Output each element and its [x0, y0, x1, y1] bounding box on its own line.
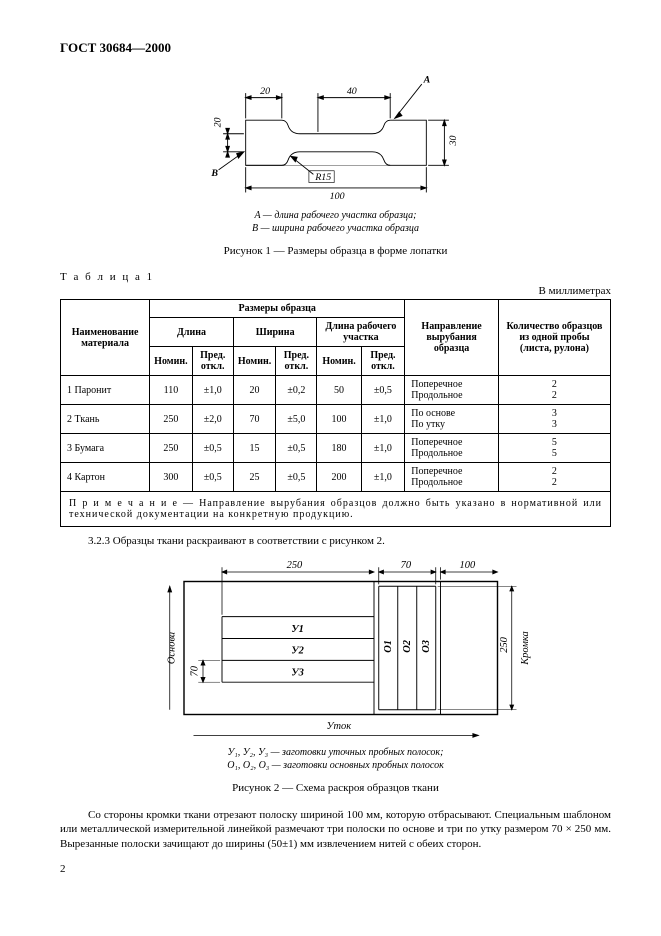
figure-1: 20 40 A 20 B 30 R15 100: [60, 66, 611, 211]
svg-text:О2: О2: [402, 640, 413, 653]
cutting-scheme: 250 70 100 250 70 У1 У2 У3 О1 О2 О3 Осно…: [126, 553, 546, 743]
svg-text:B: B: [210, 168, 218, 179]
page-number: 2: [60, 863, 611, 875]
th-worklen: Длина рабочего участка: [317, 318, 405, 347]
table-row: 3 Бумага250±0,515±0,5180±1,0ПоперечноеПр…: [61, 434, 611, 463]
svg-text:О3: О3: [421, 640, 432, 653]
th-tol: Пред. откл.: [361, 347, 405, 376]
svg-text:R15: R15: [314, 172, 331, 183]
th-nom: Номин.: [233, 347, 275, 376]
table-1: Наименование материала Размеры образца Н…: [60, 299, 611, 527]
svg-text:20: 20: [260, 86, 270, 97]
svg-text:70: 70: [400, 560, 411, 571]
svg-text:70: 70: [189, 665, 200, 676]
svg-text:250: 250: [286, 560, 302, 571]
table-row: 1 Паронит110±1,020±0,250±0,5ПоперечноеПр…: [61, 376, 611, 405]
table-1-units: В миллиметрах: [60, 285, 611, 297]
svg-text:Основа: Основа: [166, 632, 177, 664]
figure-2-legend: У₁, У₂, У₃ — заготовки уточных пробных п…: [60, 746, 611, 772]
th-length: Длина: [150, 318, 234, 347]
svg-text:100: 100: [329, 191, 344, 202]
svg-text:30: 30: [448, 136, 459, 147]
figure-1-legend: A — длина рабочего участка образца; B — …: [60, 209, 611, 235]
table-note: П р и м е ч а н и е — Направление выруба…: [61, 492, 611, 527]
figure-2-caption: Рисунок 2 — Схема раскроя образцов ткани: [60, 782, 611, 794]
th-qty: Количество образцов из одной пробы (лист…: [498, 300, 610, 376]
th-width: Ширина: [233, 318, 317, 347]
table-row: 4 Картон300±0,525±0,5200±1,0ПоперечноеПр…: [61, 463, 611, 492]
svg-text:20: 20: [212, 117, 223, 127]
figure-1-caption: Рисунок 1 — Размеры образца в форме лопа…: [60, 245, 611, 257]
table-row: 2 Ткань250±2,070±5,0100±1,0По основеПо у…: [61, 405, 611, 434]
svg-text:A: A: [422, 74, 430, 85]
svg-text:Уток: Уток: [326, 721, 351, 732]
svg-text:У2: У2: [291, 646, 303, 657]
svg-text:У1: У1: [291, 624, 303, 635]
th-direction: Направление вырубания образца: [405, 300, 499, 376]
svg-text:40: 40: [346, 86, 356, 97]
th-tol: Пред. откл.: [276, 347, 317, 376]
svg-text:Кромка: Кромка: [519, 631, 530, 665]
svg-text:250: 250: [499, 636, 510, 652]
paragraph-body: Со стороны кромки ткани отрезают полоску…: [60, 808, 611, 851]
svg-text:О1: О1: [383, 640, 394, 653]
svg-text:100: 100: [459, 560, 475, 571]
svg-text:У3: У3: [291, 668, 303, 679]
figure-2: 250 70 100 250 70 У1 У2 У3 О1 О2 О3 Осно…: [60, 553, 611, 748]
th-name: Наименование материала: [61, 300, 150, 376]
document-page: ГОСТ 30684—2000: [0, 0, 661, 905]
th-nom: Номин.: [150, 347, 192, 376]
table-1-label: Т а б л и ц а 1: [60, 271, 611, 283]
th-nom: Номин.: [317, 347, 361, 376]
document-id: ГОСТ 30684—2000: [60, 40, 611, 56]
th-sizes: Размеры образца: [150, 300, 405, 318]
th-tol: Пред. откл.: [192, 347, 233, 376]
specimen-diagram: 20 40 A 20 B 30 R15 100: [176, 66, 496, 206]
clause-3-2-3: 3.2.3 Образцы ткани раскраивают в соотве…: [60, 535, 611, 547]
